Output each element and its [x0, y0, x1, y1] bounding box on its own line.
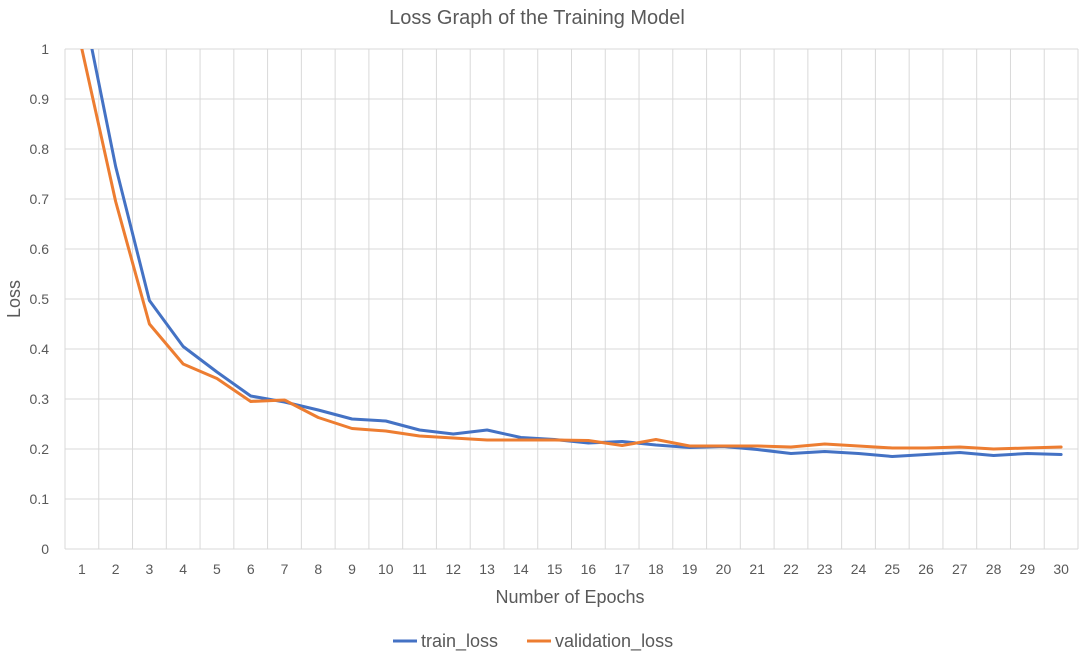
y-tick-label: 0.7	[30, 191, 50, 207]
y-tick-label: 1	[41, 41, 49, 57]
x-tick-label: 8	[314, 561, 322, 577]
y-tick-label: 0.1	[30, 491, 50, 507]
x-tick-label: 12	[446, 561, 462, 577]
x-tick-label: 26	[918, 561, 934, 577]
grid-lines	[64, 48, 1079, 550]
legend-label-validation-loss: validation_loss	[555, 631, 673, 652]
legend: train_loss validation_loss	[393, 631, 673, 652]
x-tick-label: 7	[281, 561, 289, 577]
chart-title: Loss Graph of the Training Model	[389, 7, 685, 29]
y-tick-label: 0.2	[30, 441, 50, 457]
y-tick-label: 0.5	[30, 291, 50, 307]
x-tick-label: 15	[547, 561, 563, 577]
x-tick-label: 1	[78, 561, 86, 577]
x-tick-label: 10	[378, 561, 394, 577]
x-tick-label: 2	[112, 561, 120, 577]
x-tick-label: 4	[179, 561, 187, 577]
x-tick-label: 27	[952, 561, 968, 577]
x-axis-tick-labels: 1 2 3 4 5 6 7 8 9 10 11 12 13 14 15 16 17 18 19 20 21 22 23 24 2…	[78, 561, 1069, 577]
x-tick-label: 14	[513, 561, 529, 577]
y-tick-label: 0.6	[30, 241, 50, 257]
y-tick-label: 0.3	[30, 391, 50, 407]
x-tick-label: 22	[783, 561, 799, 577]
x-tick-label: 9	[348, 561, 356, 577]
y-axis-title: Loss	[4, 280, 24, 318]
y-axis-tick-labels: 0 0.1 0.2 0.3 0.4 0.5 0.6 0.7 0.8 0.9 1	[30, 41, 50, 557]
x-tick-label: 3	[146, 561, 154, 577]
y-tick-label: 0.4	[30, 341, 50, 357]
x-tick-label: 13	[479, 561, 495, 577]
x-tick-label: 24	[851, 561, 867, 577]
legend-label-train-loss: train_loss	[421, 631, 498, 652]
x-tick-label: 6	[247, 561, 255, 577]
x-tick-label: 23	[817, 561, 833, 577]
x-tick-label: 17	[614, 561, 630, 577]
y-tick-label: 0.9	[30, 91, 50, 107]
series-lines	[80, 49, 1063, 458]
x-tick-label: 16	[581, 561, 597, 577]
x-tick-label: 21	[749, 561, 765, 577]
x-tick-label: 28	[986, 561, 1002, 577]
x-tick-label: 19	[682, 561, 698, 577]
x-tick-label: 20	[716, 561, 732, 577]
x-tick-label: 25	[884, 561, 900, 577]
y-tick-label: 0.8	[30, 141, 50, 157]
x-tick-label: 11	[412, 561, 427, 577]
series-line-validation-loss	[80, 49, 1063, 451]
x-axis-title: Number of Epochs	[495, 587, 644, 607]
y-tick-label: 0	[41, 541, 49, 557]
x-tick-label: 29	[1020, 561, 1036, 577]
x-tick-label: 30	[1053, 561, 1069, 577]
x-tick-label: 18	[648, 561, 664, 577]
x-tick-label: 5	[213, 561, 221, 577]
